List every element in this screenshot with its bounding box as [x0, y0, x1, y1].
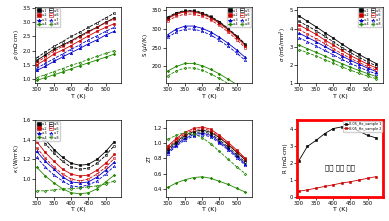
0.05_Ho_sample 2 [296, 190, 301, 192]
0.05_Ho_sample 2 [305, 189, 310, 191]
Legend: x-1, x-2, x-3, x-4, x-5, x-6, x-7, x-8: x-1, x-2, x-3, x-4, x-5, x-6, x-7, x-8 [358, 8, 382, 27]
0.05_Ho_sample 1 [314, 139, 318, 142]
0.05_Ho_sample 1 [296, 160, 301, 162]
0.05_Ho_sample 2 [331, 183, 336, 186]
Y-axis label: $\kappa$ (W/m$\cdot$K): $\kappa$ (W/m$\cdot$K) [12, 144, 21, 173]
0.05_Ho_sample 1 [331, 127, 336, 130]
0.05_Ho_sample 2 [322, 185, 327, 188]
Y-axis label: R (mΩ·cm): R (mΩ·cm) [283, 144, 288, 173]
0.05_Ho_sample 2 [357, 179, 361, 181]
Y-axis label: ZT: ZT [147, 155, 152, 162]
Line: 0.05_Ho_sample 1: 0.05_Ho_sample 1 [298, 126, 377, 162]
0.05_Ho_sample 1 [365, 134, 370, 137]
Legend: x-1, x-2, x-3, x-4, x-5, x-6, x-7, x-8: x-1, x-2, x-3, x-4, x-5, x-6, x-7, x-8 [227, 8, 251, 27]
X-axis label: T (K): T (K) [71, 207, 86, 212]
Legend: 0.05_Ho_sample 1, 0.05_Ho_sample 2: 0.05_Ho_sample 1, 0.05_Ho_sample 2 [343, 121, 382, 132]
0.05_Ho_sample 1 [357, 130, 361, 132]
0.05_Ho_sample 1 [305, 145, 310, 148]
Text: 표면 개질 변화: 표면 개질 변화 [325, 164, 355, 171]
0.05_Ho_sample 1 [348, 126, 353, 129]
X-axis label: T (K): T (K) [333, 207, 347, 212]
0.05_Ho_sample 2 [348, 180, 353, 183]
X-axis label: T (K): T (K) [202, 207, 216, 212]
0.05_Ho_sample 2 [314, 187, 318, 189]
X-axis label: T (K): T (K) [333, 94, 347, 99]
Y-axis label: S ($\mu$V/K): S ($\mu$V/K) [141, 33, 150, 57]
0.05_Ho_sample 2 [340, 182, 344, 184]
Y-axis label: $\rho$ (m$\Omega$$\cdot$cm): $\rho$ (m$\Omega$$\cdot$cm) [12, 30, 21, 60]
0.05_Ho_sample 2 [365, 177, 370, 180]
0.05_Ho_sample 1 [340, 126, 344, 128]
Legend: x-1, x-2, x-3, x-4, x-5, x-6, x-7, x-8: x-1, x-2, x-3, x-4, x-5, x-6, x-7, x-8 [36, 121, 60, 141]
Legend: x-1, x-2, x-3, x-4, x-5, x-6, x-7, x-8: x-1, x-2, x-3, x-4, x-5, x-6, x-7, x-8 [36, 8, 60, 27]
0.05_Ho_sample 1 [322, 132, 327, 135]
Y-axis label: $\sigma$ (mS/mm$^2$): $\sigma$ (mS/mm$^2$) [278, 27, 288, 63]
0.05_Ho_sample 1 [374, 137, 378, 139]
X-axis label: T (K): T (K) [71, 94, 86, 99]
Line: 0.05_Ho_sample 2: 0.05_Ho_sample 2 [298, 175, 377, 192]
0.05_Ho_sample 2 [374, 175, 378, 178]
X-axis label: T (K): T (K) [202, 94, 216, 99]
